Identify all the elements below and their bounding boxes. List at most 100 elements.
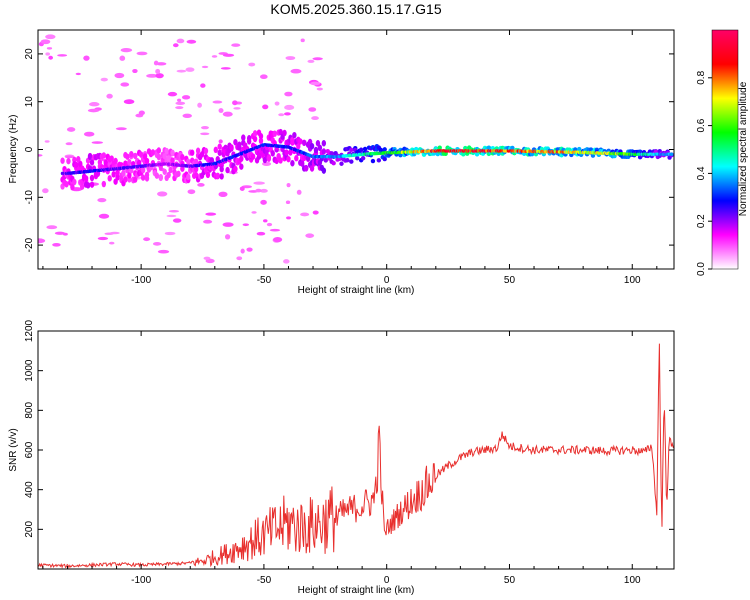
spectrogram-speckle [182, 113, 192, 118]
spectrogram-speckle [308, 107, 317, 112]
spectrogram-cell [170, 157, 175, 164]
spectrogram-y-title: Frequency (Hz) [8, 115, 19, 184]
spectrogram-speckle [83, 131, 95, 137]
spectrogram-speckle [236, 256, 243, 261]
spectrogram-cell [321, 140, 327, 147]
spectrogram-cell [156, 153, 162, 161]
spectrogram-speckle [109, 241, 115, 245]
spectrogram-cell [321, 167, 327, 174]
spectrogram-cell [89, 174, 95, 182]
spectrogram-speckle [38, 154, 43, 157]
spectrogram-marks [38, 34, 674, 264]
spectrogram-speckle [91, 141, 103, 144]
spectrogram-cell [278, 128, 283, 136]
spectrogram-cell [246, 138, 252, 145]
spectrogram-cell [303, 165, 309, 172]
spectrogram-speckle [263, 219, 268, 223]
y-tick-label: 200 [24, 521, 35, 538]
spectrogram-speckle [120, 82, 130, 87]
spectrogram-cell [300, 160, 305, 167]
spectrogram-cell [115, 169, 120, 176]
spectrogram-cell [156, 147, 162, 154]
spectrogram-cell [382, 156, 387, 162]
spectrogram-cell [101, 152, 107, 159]
spectrogram-speckle [106, 93, 113, 99]
spectrogram-cell [241, 134, 246, 141]
spectrogram-speckle [52, 242, 61, 247]
spectrogram-cell [193, 158, 199, 165]
spectrogram-speckle [200, 83, 206, 88]
colorbar: 0.0 0.2 0.4 0.6 0.8 Normalized spectral ampl… [696, 29, 749, 276]
spectrogram-cell [461, 152, 466, 157]
spectrogram-speckle [138, 110, 145, 116]
spectrogram-cell [370, 158, 376, 164]
colorbar-title: Normalized spectral amplitude [738, 81, 749, 216]
spectrogram-speckle [285, 200, 291, 205]
spectrogram-cell [250, 153, 256, 160]
spectrogram-speckle [54, 231, 66, 235]
spectrogram-cell [262, 156, 268, 164]
spectrogram-cell [294, 155, 299, 162]
spectrogram-cell [225, 166, 230, 174]
spectrogram-cell [125, 153, 130, 160]
spectrogram-cell [89, 159, 95, 166]
spectrogram-cell [313, 146, 319, 154]
spectrogram-speckle [284, 91, 293, 97]
x-tick-label: -100 [131, 275, 151, 286]
spectrogram-speckle [175, 106, 184, 110]
spectrogram-speckle [97, 198, 107, 203]
spectrogram-cell [258, 132, 264, 140]
colorbar-gradient [711, 29, 739, 270]
spectrogram-cell [150, 149, 156, 156]
spectrogram-cell [510, 145, 515, 151]
snr-ticks: -100 -50 0 50 100 200 400 600 800 1000 1200 [24, 319, 674, 586]
y-tick-label: 800 [24, 402, 35, 419]
spectrogram-cell [252, 135, 258, 143]
spectrogram-speckle [186, 39, 197, 44]
spectrogram-speckle [307, 59, 315, 63]
spectrogram-speckle [300, 212, 310, 217]
spectrogram-cell [138, 151, 144, 158]
spectrogram-speckle [224, 234, 231, 240]
spectrogram-cell [217, 143, 222, 150]
spectrogram-speckle [123, 99, 135, 105]
y-tick-label: 1200 [24, 319, 35, 342]
spectrogram-speckle [175, 101, 186, 105]
spectrogram-cell [70, 183, 75, 191]
spectrogram-speckle [232, 100, 238, 106]
spectrogram-speckle [300, 38, 305, 43]
spectrogram-cell [140, 174, 146, 181]
colorbar-ticks: 0.0 0.2 0.4 0.6 0.8 [696, 70, 712, 276]
x-tick-label: 100 [624, 275, 641, 286]
spectrogram-speckle [64, 155, 74, 159]
spectrogram-speckle [312, 210, 319, 215]
spectrogram-speckle [83, 55, 90, 61]
spectrogram-cell [317, 144, 323, 152]
spectrogram-cell [166, 171, 171, 179]
x-tick-label: 100 [624, 575, 641, 586]
spectrogram-speckle [66, 127, 76, 132]
spectrogram-speckle [278, 113, 285, 117]
x-tick-label: 0 [384, 575, 390, 586]
colorbar-tick-label: 0.2 [696, 214, 707, 228]
spectrogram-cell [205, 171, 211, 179]
spectrogram-cell [529, 151, 535, 157]
spectrogram-speckle [284, 104, 295, 110]
spectrogram-cell [142, 153, 148, 160]
spectrogram-cell [193, 165, 199, 173]
spectrogram-cell [203, 147, 209, 155]
spectrogram-speckle [251, 211, 257, 214]
x-tick-label: -50 [257, 575, 272, 586]
spectrogram-cell [376, 158, 382, 163]
spectrogram-cell [569, 152, 574, 158]
spectrogram-cell [219, 165, 224, 173]
chart-title: KOM5.2025.360.15.17.G15 [270, 1, 441, 17]
spectrogram-speckle [246, 247, 253, 252]
spectrogram-cell [109, 155, 114, 162]
spectrogram-cell [85, 182, 91, 189]
spectrogram-cell [95, 170, 101, 177]
spectrogram-speckle [181, 95, 191, 100]
spectrogram-speckle [233, 107, 241, 110]
